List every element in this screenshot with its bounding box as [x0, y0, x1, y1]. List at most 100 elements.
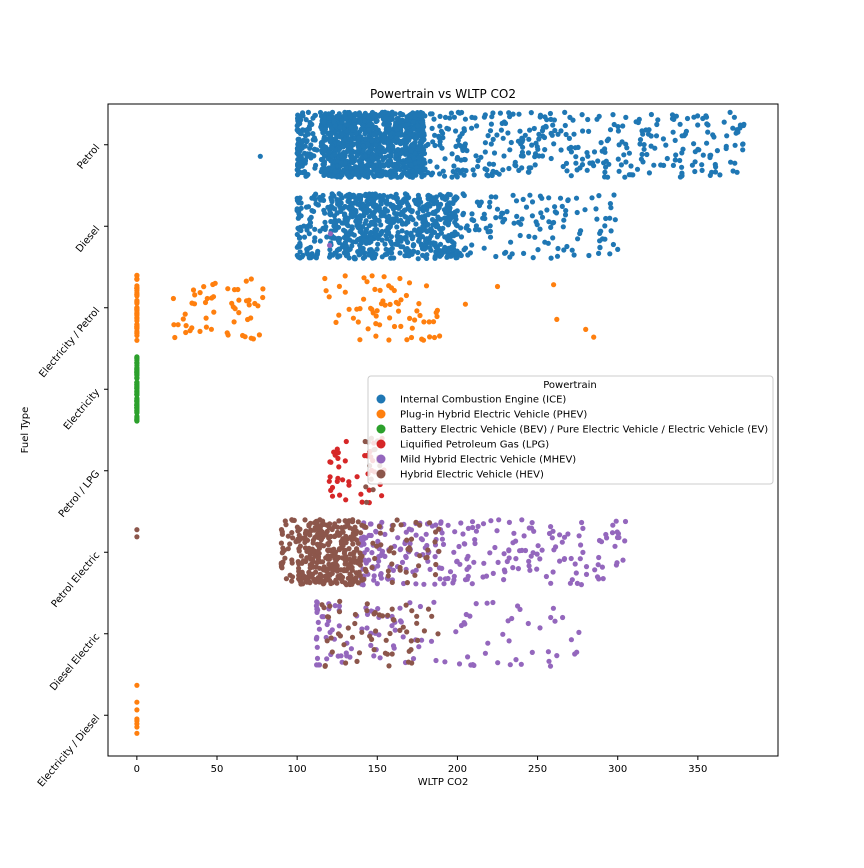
data-point [314, 644, 320, 650]
data-point [335, 238, 341, 244]
data-point [432, 255, 438, 261]
data-point [465, 525, 471, 532]
data-point [374, 246, 380, 252]
data-point [322, 210, 328, 216]
data-point [548, 255, 554, 261]
data-point [183, 329, 189, 336]
data-point [373, 628, 379, 634]
data-point [591, 149, 598, 155]
data-point [462, 301, 468, 307]
data-point [482, 149, 488, 155]
data-point [243, 278, 249, 284]
data-point [527, 567, 533, 573]
data-point [554, 653, 560, 659]
data-point [369, 273, 375, 279]
y-tick-label: Petrol Electric [50, 550, 103, 610]
data-point [329, 627, 335, 633]
data-point [376, 558, 382, 564]
data-point [417, 603, 423, 610]
data-point [325, 541, 331, 547]
data-point [603, 531, 609, 538]
data-point [134, 707, 140, 713]
data-point [487, 550, 493, 556]
data-point [321, 161, 327, 167]
data-point [596, 537, 603, 544]
data-point [375, 167, 381, 173]
data-point [516, 111, 522, 117]
data-point [525, 150, 532, 156]
data-point [201, 284, 207, 290]
data-point [432, 219, 438, 225]
data-point [257, 153, 263, 159]
data-point [248, 276, 254, 282]
data-point [343, 650, 349, 656]
data-point [192, 292, 198, 298]
data-point [447, 215, 453, 221]
data-point [464, 556, 470, 562]
data-point [494, 283, 501, 290]
data-point [508, 139, 514, 146]
data-point [225, 286, 231, 292]
data-point [398, 244, 404, 250]
data-point [689, 162, 696, 168]
data-point [532, 162, 538, 168]
data-point [550, 569, 556, 575]
data-point [303, 117, 309, 123]
data-point [602, 223, 608, 229]
data-point [434, 246, 440, 252]
data-point [472, 115, 478, 121]
data-point [427, 566, 433, 573]
data-point [434, 313, 440, 320]
data-point [352, 116, 358, 123]
data-point [283, 522, 289, 528]
data-point [343, 558, 349, 564]
data-point [395, 131, 401, 137]
data-point [295, 528, 301, 534]
data-point [437, 113, 443, 119]
data-point [371, 647, 377, 653]
data-point [425, 606, 432, 612]
data-point [316, 626, 322, 632]
data-point [545, 649, 552, 655]
data-point [429, 170, 436, 176]
data-point [390, 567, 396, 574]
data-point [489, 172, 495, 178]
data-point [182, 311, 188, 317]
data-point [414, 613, 420, 619]
data-point [295, 156, 301, 163]
data-point [343, 438, 349, 445]
data-point [373, 142, 379, 148]
data-point [445, 522, 451, 528]
data-point [573, 160, 579, 166]
data-point [406, 280, 413, 286]
data-point [432, 132, 438, 138]
data-point [366, 487, 372, 493]
data-point [306, 231, 312, 237]
data-point [681, 133, 687, 139]
data-point [297, 130, 303, 136]
data-point [526, 563, 532, 569]
y-tick-label: Diesel Electric [48, 632, 102, 693]
data-point [557, 195, 564, 201]
data-point [419, 637, 425, 643]
data-point [403, 165, 409, 171]
data-point [462, 541, 468, 547]
data-point [541, 134, 548, 141]
data-point [325, 166, 331, 172]
data-point [372, 555, 378, 562]
data-point [383, 233, 389, 239]
data-point [295, 254, 301, 260]
data-point [345, 198, 351, 204]
data-point [421, 319, 427, 325]
data-point [294, 524, 300, 530]
data-point [416, 238, 422, 244]
data-point [520, 144, 526, 150]
data-point [304, 130, 310, 136]
data-point [370, 163, 376, 170]
data-point [370, 540, 376, 546]
data-point [734, 169, 740, 175]
data-point [358, 491, 364, 497]
data-point [358, 251, 364, 257]
data-point [704, 140, 710, 146]
